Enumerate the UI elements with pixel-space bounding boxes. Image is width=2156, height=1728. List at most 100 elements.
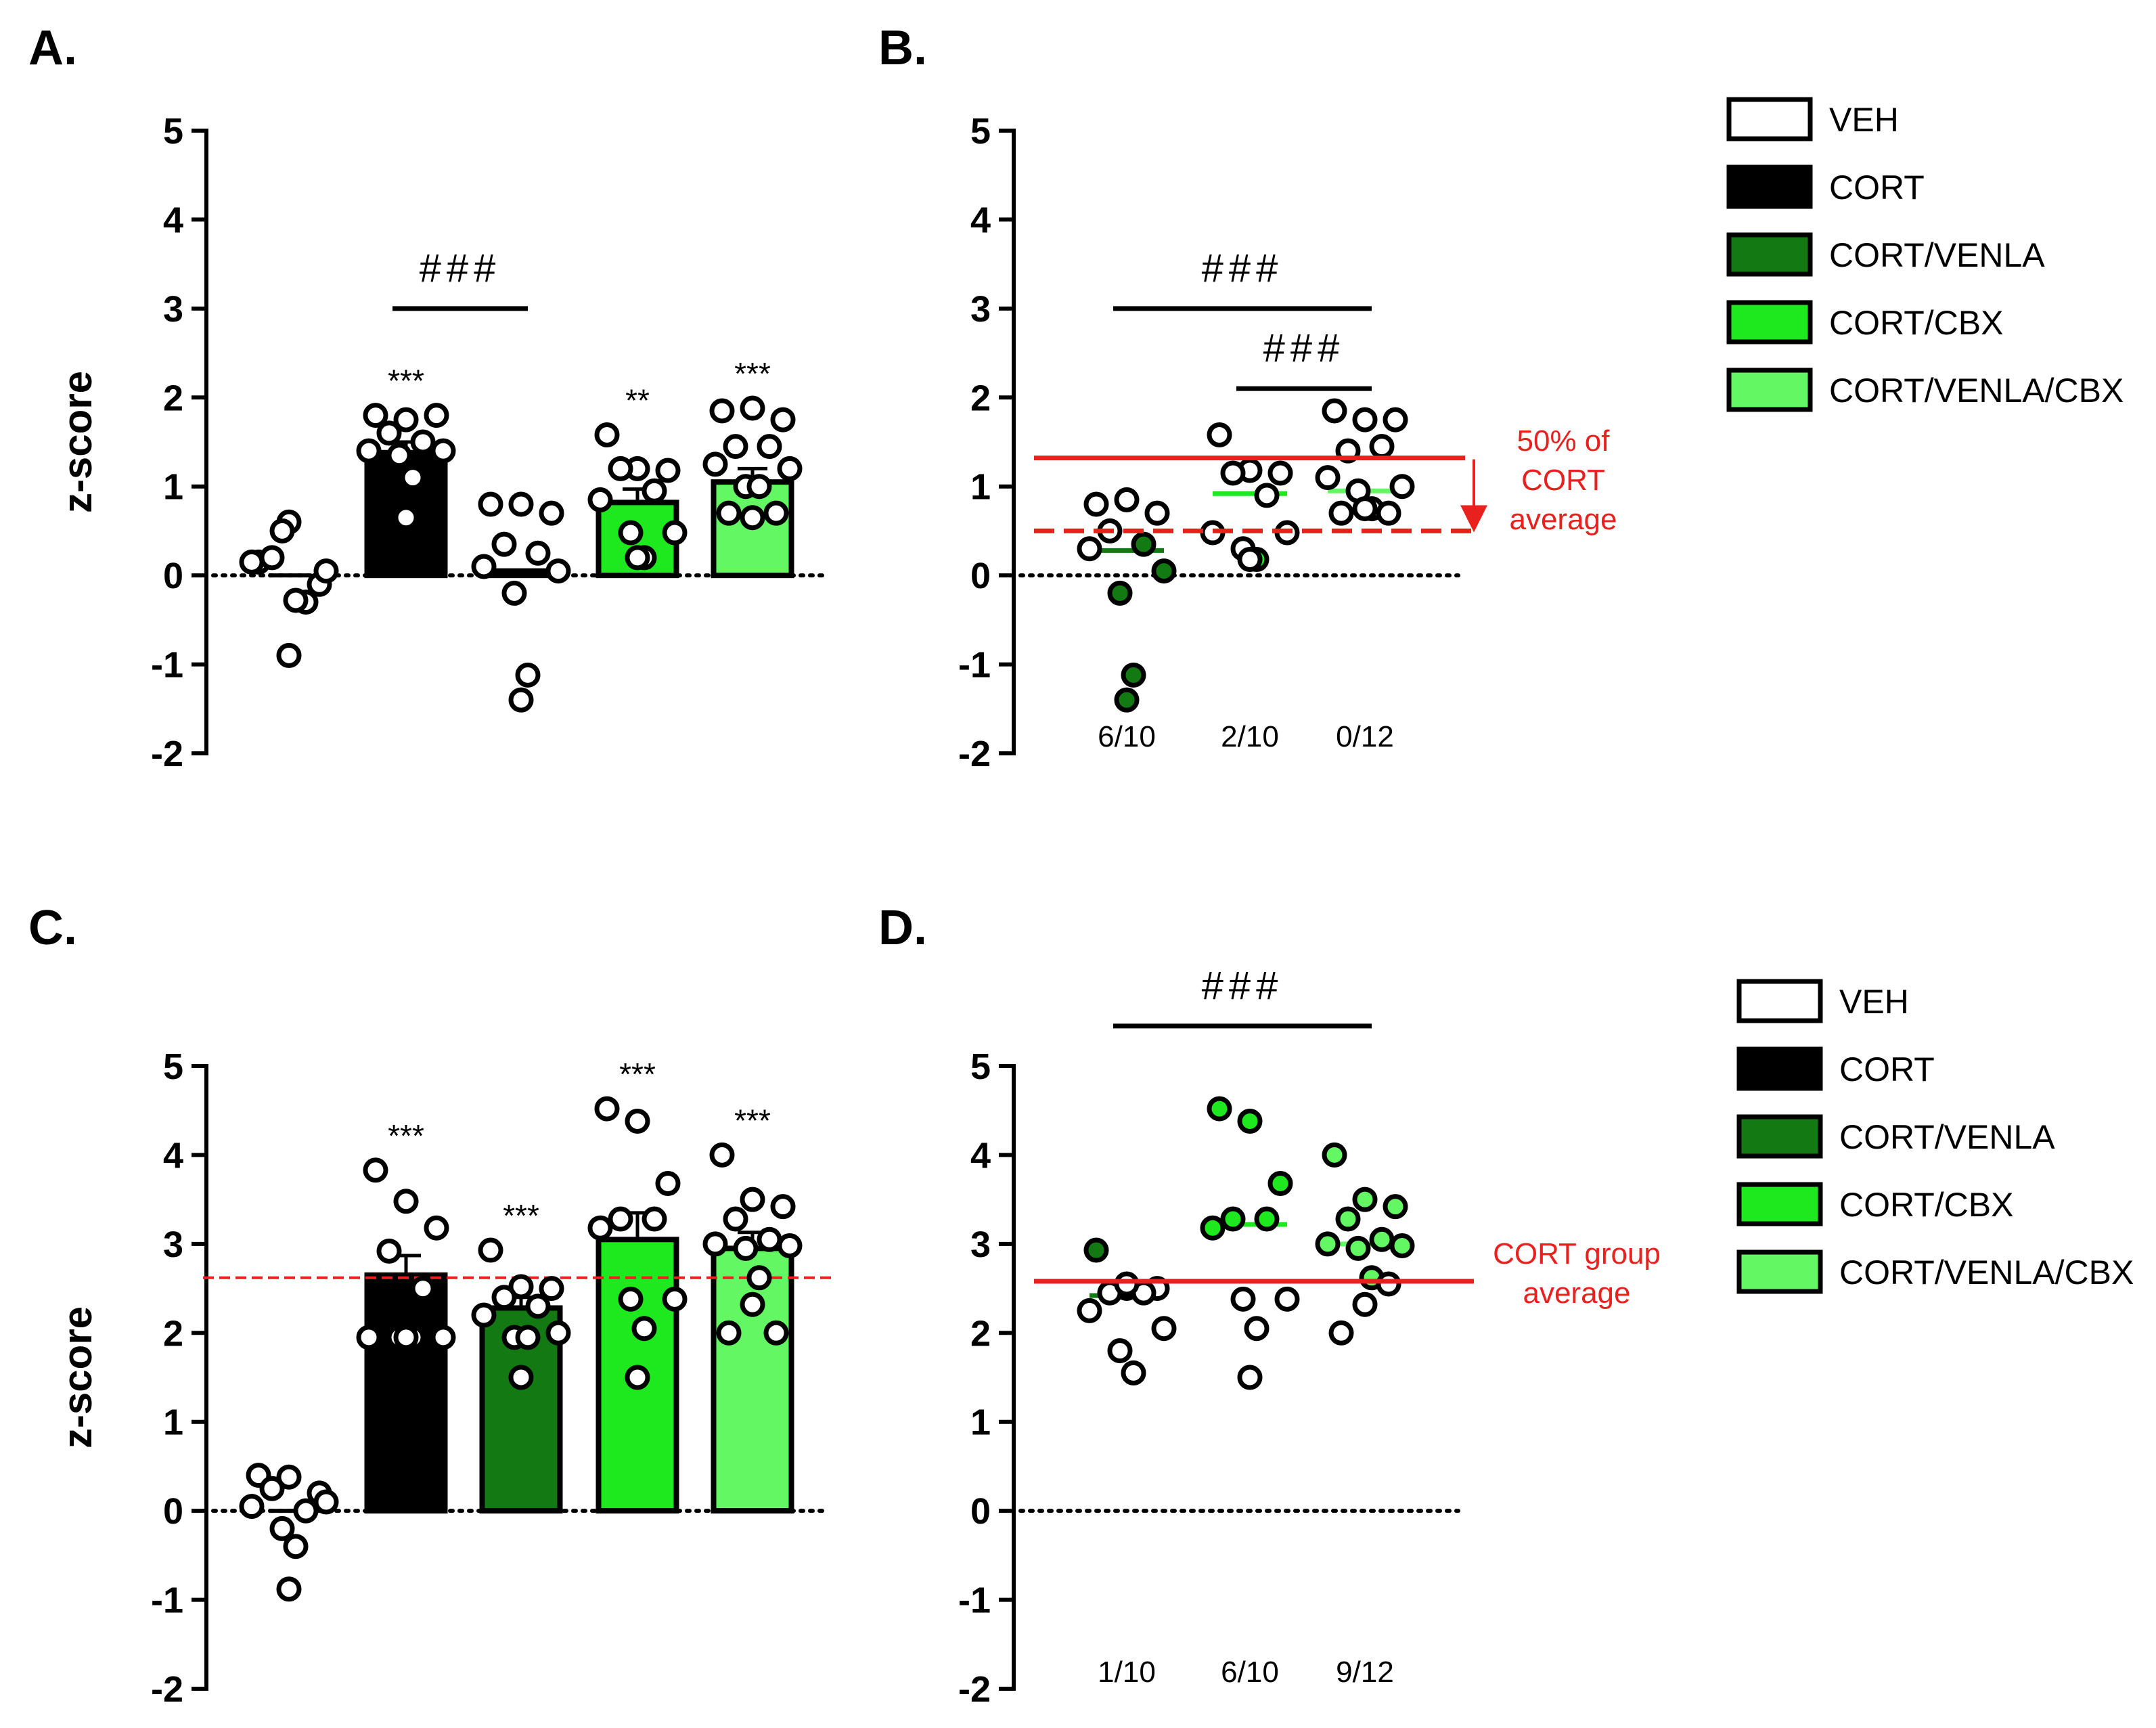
legend-swatch-cort-venla bbox=[1726, 232, 1813, 277]
data-point bbox=[508, 1274, 534, 1300]
data-point bbox=[239, 1494, 265, 1520]
ratio-label: 6/10 bbox=[1221, 1656, 1279, 1689]
data-point bbox=[356, 438, 382, 464]
data-point bbox=[1328, 500, 1354, 526]
data-point bbox=[239, 549, 265, 575]
data-point bbox=[608, 456, 633, 481]
panel-letter: B. bbox=[878, 21, 927, 75]
data-point bbox=[1107, 580, 1133, 606]
data-point bbox=[313, 558, 339, 584]
y-tick-label: 0 bbox=[970, 556, 991, 596]
data-point bbox=[393, 407, 419, 433]
data-point bbox=[515, 662, 541, 688]
data-point bbox=[1083, 491, 1109, 517]
data-point bbox=[709, 398, 735, 424]
data-point bbox=[283, 588, 309, 613]
legend-top: VEH CORT CORT/VENLA CORT/CBX CORT/VENLA/CBX bbox=[1726, 97, 2124, 412]
data-point bbox=[1267, 460, 1293, 486]
data-point bbox=[276, 642, 302, 668]
data-point bbox=[393, 1325, 419, 1350]
data-point bbox=[608, 1206, 633, 1232]
data-point bbox=[1207, 422, 1232, 447]
data-point bbox=[757, 434, 782, 460]
data-point bbox=[587, 487, 613, 512]
data-point bbox=[777, 1233, 803, 1258]
data-point bbox=[625, 1108, 650, 1134]
y-tick-label: 2 bbox=[970, 1313, 991, 1354]
threshold-annotation: 50% of bbox=[1517, 424, 1611, 458]
data-point bbox=[1352, 496, 1378, 522]
y-tick-label: -2 bbox=[958, 1669, 991, 1710]
data-point bbox=[642, 1206, 667, 1232]
data-point bbox=[594, 422, 620, 447]
data-point bbox=[716, 1320, 742, 1346]
data-point bbox=[363, 403, 388, 428]
y-tick-label: -2 bbox=[151, 734, 183, 774]
data-point bbox=[1352, 1187, 1378, 1212]
data-point bbox=[618, 520, 644, 546]
legend-label: CORT bbox=[1839, 1050, 1935, 1088]
data-point bbox=[1220, 1206, 1246, 1232]
data-point bbox=[1369, 1226, 1395, 1252]
legend-label: CORT/VENLA/CBX bbox=[1829, 372, 2124, 409]
data-point bbox=[478, 491, 503, 517]
data-point bbox=[1237, 1108, 1263, 1134]
data-point bbox=[740, 395, 765, 421]
data-point bbox=[1237, 546, 1263, 572]
data-point bbox=[723, 434, 748, 460]
y-tick-label: 4 bbox=[970, 200, 991, 240]
data-point bbox=[313, 1489, 339, 1515]
y-tick-label: -2 bbox=[958, 734, 991, 774]
y-tick-label: 5 bbox=[163, 111, 183, 152]
data-point bbox=[1383, 1194, 1408, 1220]
y-tick-label: 0 bbox=[163, 1491, 183, 1532]
legend-swatch-cort bbox=[1726, 164, 1813, 209]
data-point bbox=[1131, 531, 1156, 557]
ratio-label: 6/10 bbox=[1098, 720, 1156, 753]
data-point bbox=[430, 438, 456, 464]
ratio-label: 0/12 bbox=[1336, 720, 1394, 753]
data-point bbox=[1315, 1231, 1341, 1257]
y-tick-label: 0 bbox=[163, 556, 183, 596]
data-point bbox=[702, 1231, 728, 1257]
legend-swatch-veh bbox=[1726, 97, 1813, 141]
y-tick-label: 4 bbox=[970, 1135, 991, 1176]
data-point bbox=[478, 1237, 503, 1263]
data-point bbox=[716, 500, 742, 526]
y-tick-label: -1 bbox=[958, 645, 991, 686]
data-point bbox=[491, 531, 517, 557]
data-point bbox=[1345, 1235, 1371, 1261]
significance-stars: *** bbox=[619, 1057, 656, 1092]
data-point bbox=[746, 474, 772, 500]
legend-label: CORT/CBX bbox=[1839, 1186, 2013, 1224]
data-point bbox=[1114, 687, 1140, 713]
bar-cort bbox=[364, 1272, 448, 1514]
data-point bbox=[594, 1096, 620, 1122]
legend-label: VEH bbox=[1829, 101, 1899, 139]
ratio-label: 9/12 bbox=[1336, 1656, 1394, 1689]
data-point bbox=[1376, 1271, 1401, 1297]
data-point bbox=[376, 420, 402, 446]
data-point bbox=[746, 1265, 772, 1291]
data-point bbox=[642, 478, 667, 504]
panel-b: B. 5 4 3 2 1 0 -1 -2 ### ### 6/10 2/10 0/12 50% of CORT… bbox=[878, 21, 1617, 774]
data-point bbox=[1083, 1237, 1109, 1263]
significance-stars: *** bbox=[734, 356, 771, 391]
data-point bbox=[410, 429, 436, 455]
data-point bbox=[430, 1325, 456, 1350]
legend-swatch-cort bbox=[1736, 1046, 1823, 1091]
data-point bbox=[269, 1515, 295, 1541]
legend-label: CORT/VENLA bbox=[1829, 236, 2045, 274]
data-point bbox=[539, 1276, 564, 1302]
data-point bbox=[393, 505, 419, 531]
data-point bbox=[1237, 1365, 1263, 1390]
y-tick-label: -1 bbox=[151, 645, 183, 686]
data-point bbox=[1369, 434, 1395, 460]
data-point bbox=[393, 1189, 419, 1214]
data-point bbox=[662, 1286, 688, 1312]
data-point bbox=[1121, 1360, 1146, 1386]
legend-swatch-cort-cbx bbox=[1726, 300, 1813, 345]
panel-c: C. z-score 5 4 3 2 1 0 -1 -2 *** *** *** *** bbox=[28, 901, 836, 1710]
y-tick-label: -1 bbox=[958, 1580, 991, 1621]
